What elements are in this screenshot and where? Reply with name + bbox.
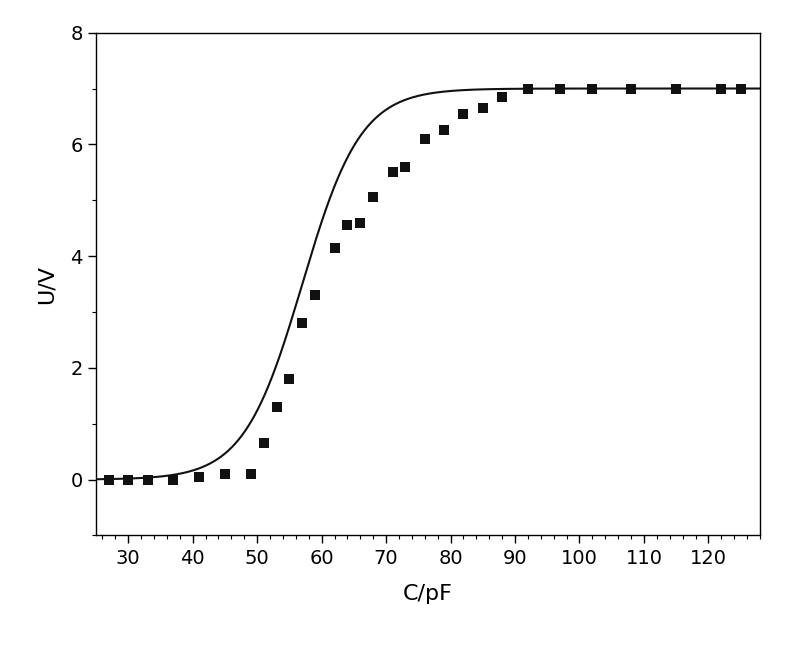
Point	[328, 242, 341, 253]
Point	[522, 84, 534, 94]
Point	[418, 134, 431, 144]
Point	[258, 438, 270, 449]
Point	[554, 84, 566, 94]
Point	[167, 474, 180, 485]
Point	[296, 318, 309, 328]
Point	[386, 167, 399, 178]
Point	[141, 474, 154, 485]
Point	[270, 402, 283, 412]
Point	[734, 84, 747, 94]
Point	[586, 84, 598, 94]
Point	[283, 374, 296, 384]
Point	[476, 103, 489, 114]
Point	[367, 192, 380, 202]
Point	[715, 84, 728, 94]
Point	[309, 290, 322, 300]
Y-axis label: U/V: U/V	[37, 264, 57, 304]
Point	[496, 91, 509, 102]
Point	[102, 474, 115, 485]
Point	[438, 125, 450, 136]
Point	[457, 108, 470, 119]
Point	[218, 469, 231, 479]
Point	[625, 84, 638, 94]
Point	[244, 469, 257, 479]
X-axis label: C/pF: C/pF	[403, 584, 453, 604]
Point	[341, 220, 354, 231]
Point	[193, 471, 206, 482]
Point	[122, 474, 134, 485]
Point	[354, 217, 366, 228]
Point	[670, 84, 682, 94]
Point	[399, 161, 412, 172]
